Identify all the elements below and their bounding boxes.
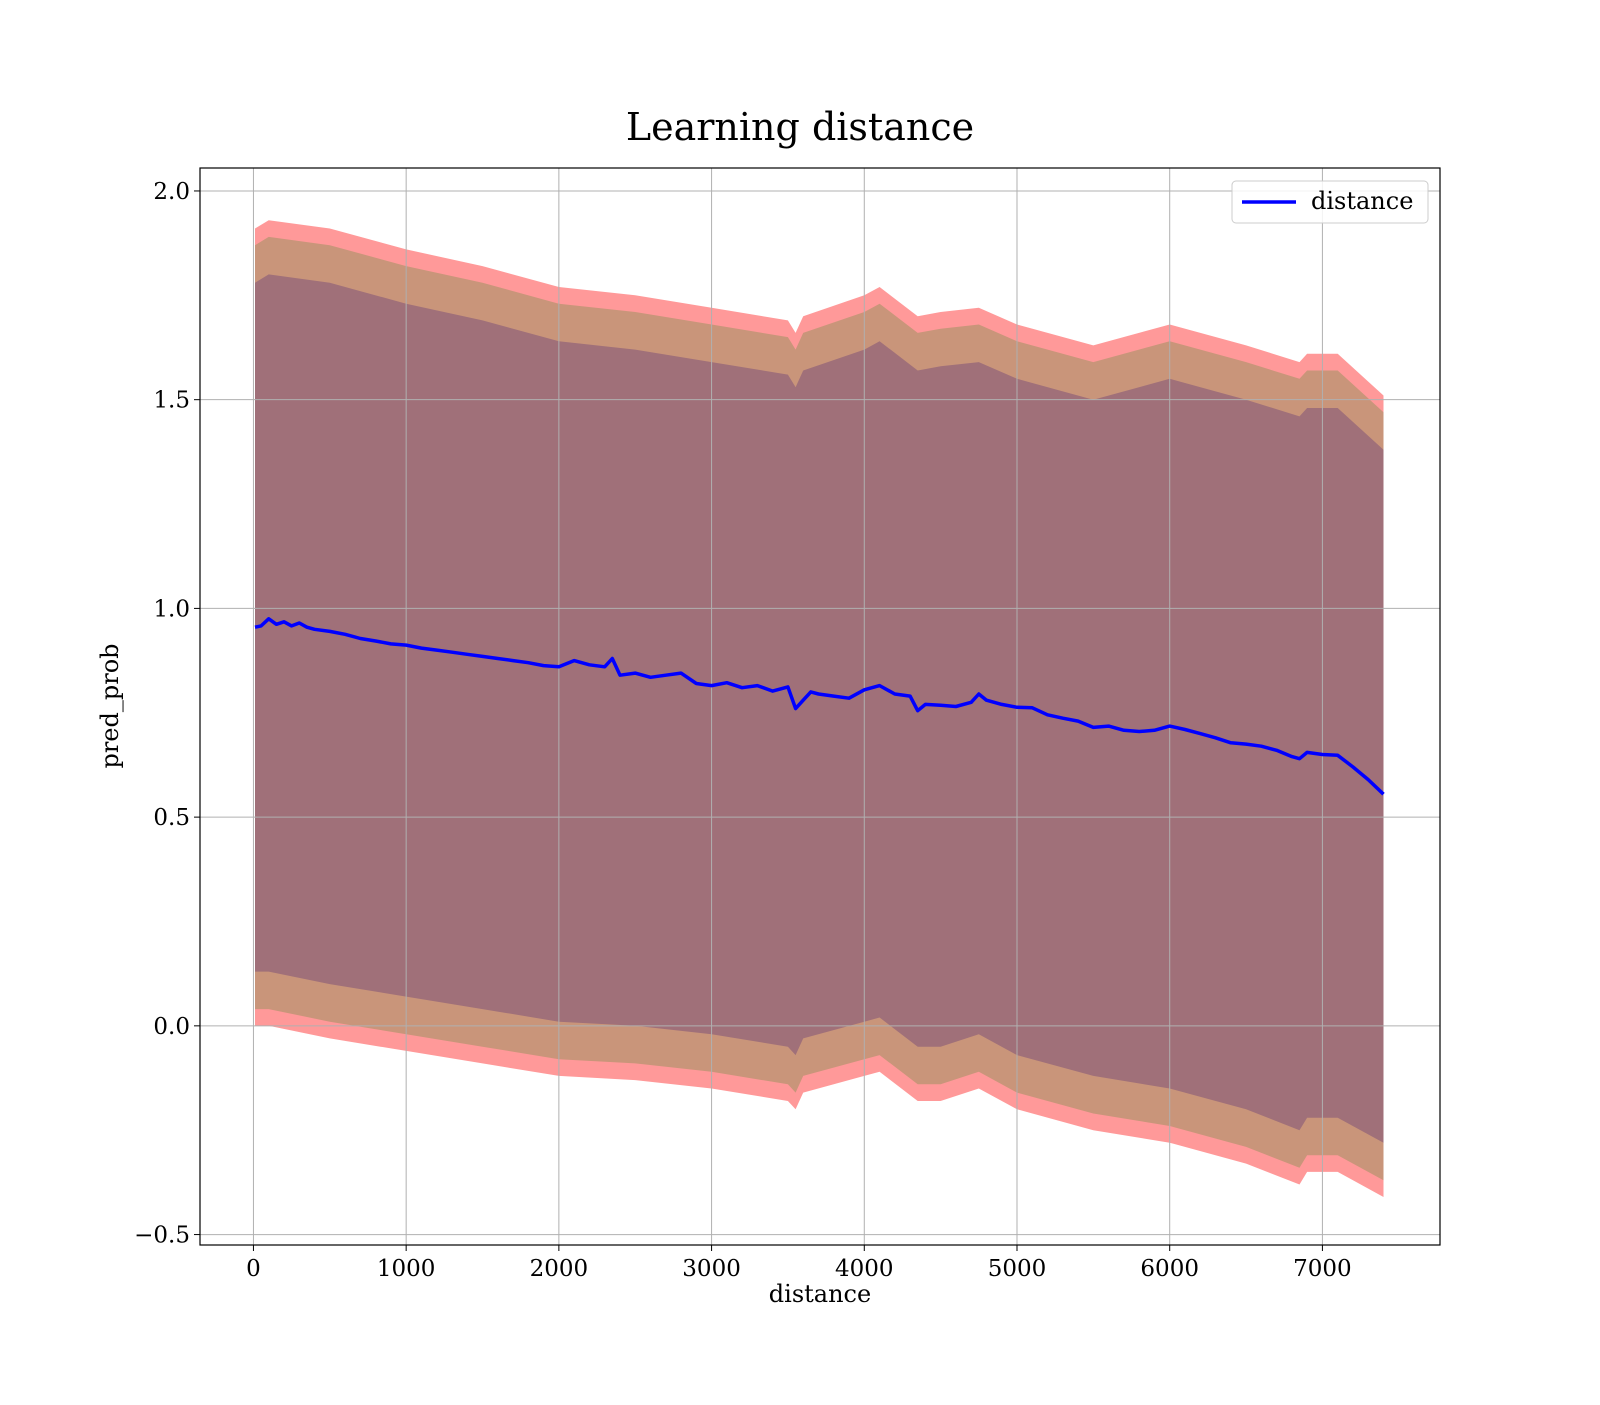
x-tick-label: 7000 <box>1293 1256 1352 1282</box>
y-tick-label: 1.0 <box>153 596 190 622</box>
x-tick-label: 3000 <box>682 1256 741 1282</box>
y-tick-label: −0.5 <box>134 1223 190 1249</box>
x-tick-label: 4000 <box>835 1256 894 1282</box>
y-tick-label: 2.0 <box>153 179 190 205</box>
legend-box <box>1231 180 1429 224</box>
confidence-bands <box>255 220 1384 1197</box>
x-axis-ticks: 0 1000 2000 3000 4000 5000 6000 7000 <box>246 1245 1352 1282</box>
y-axis-label: pred_prob <box>96 643 124 768</box>
x-tick-label: 5000 <box>988 1256 1047 1282</box>
y-tick-label: 0.0 <box>153 1014 190 1040</box>
y-axis-ticks: −0.5 0.0 0.5 1.0 1.5 2.0 <box>134 179 200 1249</box>
legend-label-distance: distance <box>1311 187 1413 215</box>
x-axis-label: distance <box>769 1280 871 1308</box>
plot-frame <box>199 167 1441 1246</box>
series-lines <box>254 617 1385 796</box>
band-inner <box>255 274 1384 1143</box>
x-tick-label: 1000 <box>377 1256 436 1282</box>
x-tick-label: 0 <box>246 1256 261 1282</box>
chart-title: Learning distance <box>626 105 974 149</box>
series-line-distance <box>254 617 1385 796</box>
grid-lines <box>200 168 1440 1245</box>
y-tick-label: 1.5 <box>153 388 190 414</box>
x-tick-label: 6000 <box>1140 1256 1199 1282</box>
x-tick-label: 2000 <box>530 1256 589 1282</box>
legend[interactable]: distance <box>1231 180 1429 224</box>
y-tick-label: 0.5 <box>153 805 190 831</box>
